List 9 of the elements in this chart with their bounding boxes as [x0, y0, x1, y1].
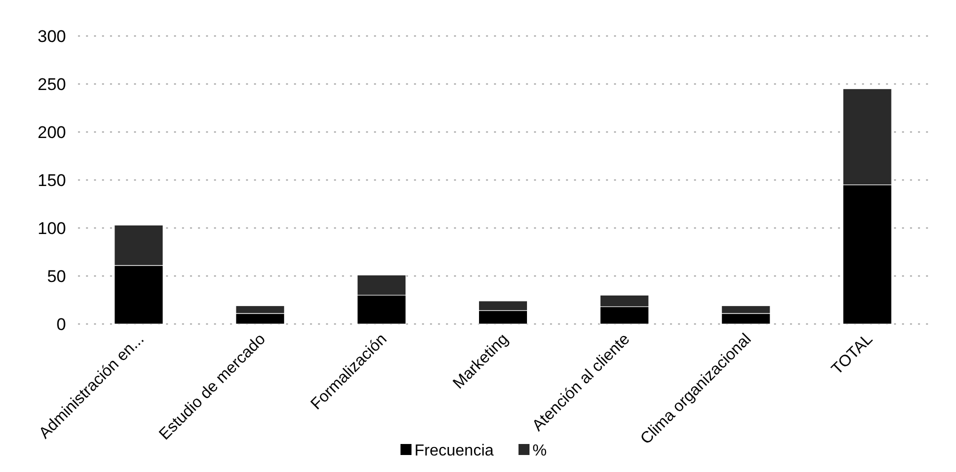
legend-label: % [532, 442, 547, 460]
legend-label: Frecuencia [414, 442, 494, 460]
y-tick-label: 100 [38, 218, 66, 238]
y-tick-label: 50 [47, 266, 66, 286]
y-tick-label: 150 [38, 170, 66, 190]
y-tick-label: 300 [38, 26, 66, 46]
y-tick-label: 250 [38, 74, 66, 94]
y-tick-label: 0 [56, 314, 66, 334]
y-tick-label: 200 [38, 122, 66, 142]
